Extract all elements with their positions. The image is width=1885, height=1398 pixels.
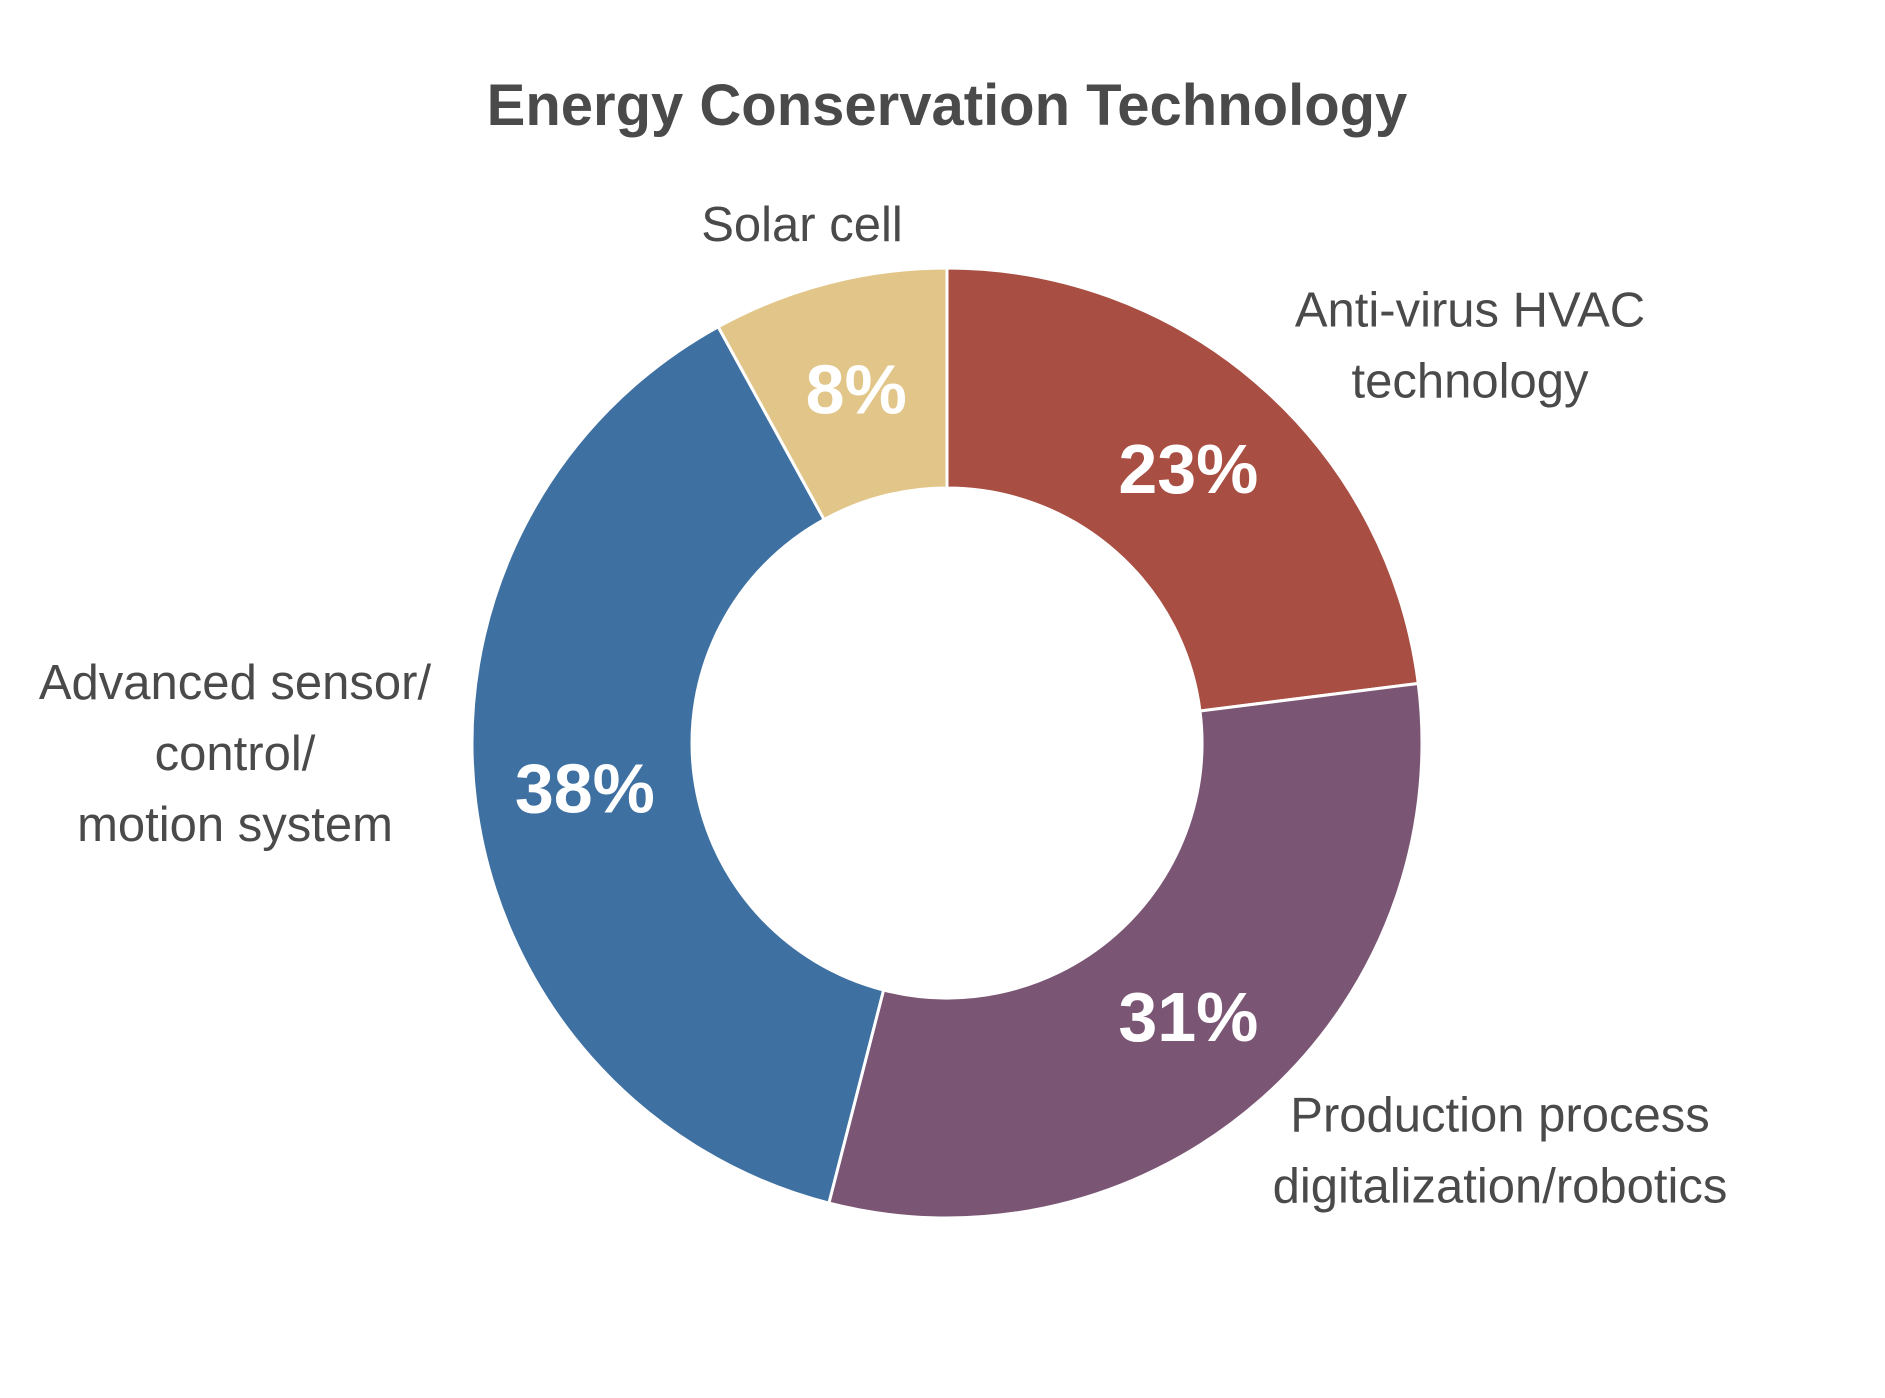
slice-advanced-sensor-control-motion-system (470, 324, 886, 1205)
category-label-line: digitalization/robotics (1273, 1160, 1728, 1214)
slice-solar-cell (716, 266, 949, 522)
chart-title: Energy Conservation Technology (487, 73, 1408, 138)
donut-slices (470, 266, 1424, 1220)
slice-production-process-digitalization-robotics (827, 681, 1424, 1220)
category-label-line: Production process (1290, 1089, 1709, 1143)
category-label-line: Solar cell (701, 198, 903, 252)
percent-label-solar-cell: 8% (806, 350, 907, 428)
percent-label-advanced-sensor-control-motion-system: 38% (515, 750, 655, 828)
percent-labels: 23% 31% 38% 8% (515, 350, 1259, 1055)
percent-label-anti-virus-hvac-technology: 23% (1118, 430, 1258, 508)
category-label-advanced-sensor-control-motion-system: Advanced sensor/control/motion system (39, 656, 432, 852)
percent-label-production-process-digitalization-robotics: 31% (1118, 978, 1258, 1056)
slice-anti-virus-hvac-technology (945, 266, 1420, 713)
category-label-line: technology (1351, 355, 1589, 409)
category-label-anti-virus-hvac-technology: Anti-virus HVAC technology (1295, 284, 1645, 409)
category-label-line: Anti-virus HVAC (1295, 284, 1645, 338)
category-label-production-process-digitalization-robotics: Production process digitalization/robotic… (1273, 1089, 1728, 1214)
category-label-line: control/ (155, 727, 316, 781)
category-labels: Anti-virus HVAC technology Production proc… (39, 198, 1728, 1214)
category-label-line: motion system (77, 798, 393, 852)
category-label-solar-cell: Solar cell (701, 198, 903, 252)
category-label-line: Advanced sensor/ (39, 656, 432, 710)
